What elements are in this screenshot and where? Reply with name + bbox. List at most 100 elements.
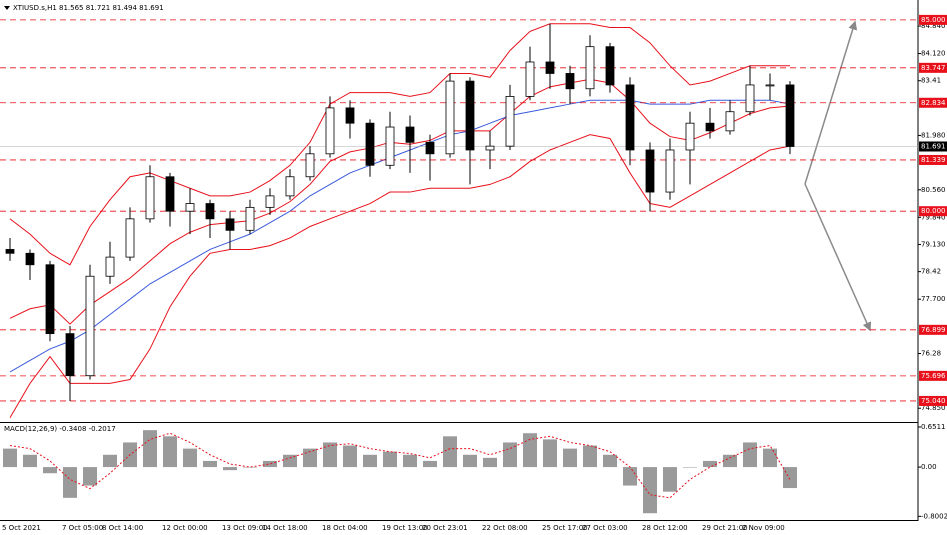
macd-bar (223, 467, 237, 471)
x-tick-label: 12 Oct 00:00 (162, 524, 208, 532)
level-label-box (919, 206, 947, 217)
macd-bar (523, 433, 537, 468)
macd-bar (243, 467, 257, 468)
level-label: 83.747 (921, 64, 946, 72)
macd-bar (263, 460, 277, 468)
x-tick-label: 19 Oct 13:00 (382, 524, 428, 532)
macd-bar (23, 454, 37, 468)
candle-body (5, 249, 15, 254)
level-label: 75.696 (921, 372, 946, 380)
y-tick-label: 79.130 (921, 240, 946, 248)
macd-bar (163, 436, 177, 468)
level-label-box (919, 97, 947, 108)
macd-bar (783, 467, 797, 489)
indicator-line (9, 134, 791, 419)
y-tick-label: 83.41 (921, 77, 941, 85)
candle-body (265, 195, 275, 208)
candle-body (145, 176, 155, 220)
y-tick-label: 80.560 (921, 186, 946, 194)
y-tick-label: 79.840 (921, 213, 946, 221)
macd-bar (583, 445, 597, 468)
level-label-box (919, 395, 947, 406)
level-label-box (919, 370, 947, 381)
x-tick-label: 8 Oct 14:00 (102, 524, 143, 532)
candle-body (505, 96, 515, 147)
macd-bar (603, 454, 617, 468)
level-label-box (919, 62, 947, 73)
x-tick-label: 28 Oct 12:00 (642, 524, 688, 532)
indicator-line (9, 23, 790, 266)
candle-body (725, 111, 735, 132)
y-tick-label: 84.840 (921, 22, 946, 30)
candle-body (225, 218, 235, 231)
level-label: 85.000 (921, 16, 946, 24)
y-tick-label: 0.00 (921, 463, 937, 471)
macd-bar (63, 467, 77, 498)
indicator-line (9, 78, 791, 325)
macd-bar (103, 454, 117, 468)
candle-body (185, 203, 195, 212)
candle-body (625, 84, 635, 151)
candle-body (745, 84, 755, 113)
x-tick-label: 13 Oct 09:00 (222, 524, 268, 532)
candle-body (605, 46, 615, 86)
candle-body (245, 206, 255, 231)
candle-body (205, 203, 215, 220)
title-marker (4, 6, 10, 10)
macd-bar (183, 448, 197, 468)
macd-bar (623, 467, 637, 486)
macd-bar (423, 460, 437, 468)
macd-bar (483, 457, 497, 468)
y-tick-label: -0.8002 (921, 512, 947, 520)
macd-bar (203, 460, 217, 468)
macd-bar (403, 454, 417, 468)
macd-bar (563, 448, 577, 468)
last-price-label: 81.691 (921, 142, 946, 150)
macd-bar (43, 467, 57, 474)
signal-line (9, 432, 791, 499)
x-tick-label: 27 Oct 03:00 (582, 524, 628, 532)
macd-bar (363, 454, 377, 468)
candle-body (565, 73, 575, 90)
macd-bar (543, 439, 557, 468)
y-tick-label: 81.980 (921, 131, 946, 139)
candle-body (405, 126, 415, 143)
candle-body (385, 126, 395, 166)
y-tick-label: 77.700 (921, 295, 946, 303)
candle-body (545, 61, 555, 74)
candle-body (285, 176, 295, 197)
candle-body (685, 122, 695, 151)
chart-title: XTIUSD.s,H1 81.565 81.721 81.494 81.691 (13, 4, 164, 12)
macd-bar (503, 442, 517, 468)
candle-body (445, 80, 455, 155)
candle-body (65, 333, 75, 377)
candle-body (645, 149, 655, 193)
macd-bar (743, 442, 757, 468)
macd-title: MACD(12,26,9) -0.3408 -0.2017 (4, 425, 116, 433)
macd-bar (723, 454, 737, 468)
level-label-box (919, 154, 947, 165)
candle-body (465, 80, 475, 151)
candle-body (425, 141, 435, 155)
macd-bar (703, 460, 717, 468)
macd-bar (663, 467, 677, 492)
x-tick-label: 29 Oct 21:00 (702, 524, 748, 532)
candle-body (765, 84, 775, 87)
macd-bar (383, 451, 397, 468)
y-tick-label: 78.42 (921, 268, 941, 276)
macd-bar (83, 467, 97, 486)
candle-body (525, 61, 535, 97)
x-tick-label: 2 Nov 09:00 (742, 524, 785, 532)
x-tick-label: 7 Oct 05:00 (62, 524, 103, 532)
x-tick-label: 5 Oct 2021 (2, 524, 41, 532)
level-label: 75.040 (921, 397, 946, 405)
y-tick-label: 76.28 (921, 350, 941, 358)
x-tick-label: 20 Oct 23:01 (422, 524, 468, 532)
level-label-box (919, 324, 947, 335)
level-label: 81.339 (921, 156, 946, 164)
macd-bar (763, 448, 777, 468)
macd-bar (283, 454, 297, 468)
plot (0, 19, 918, 514)
